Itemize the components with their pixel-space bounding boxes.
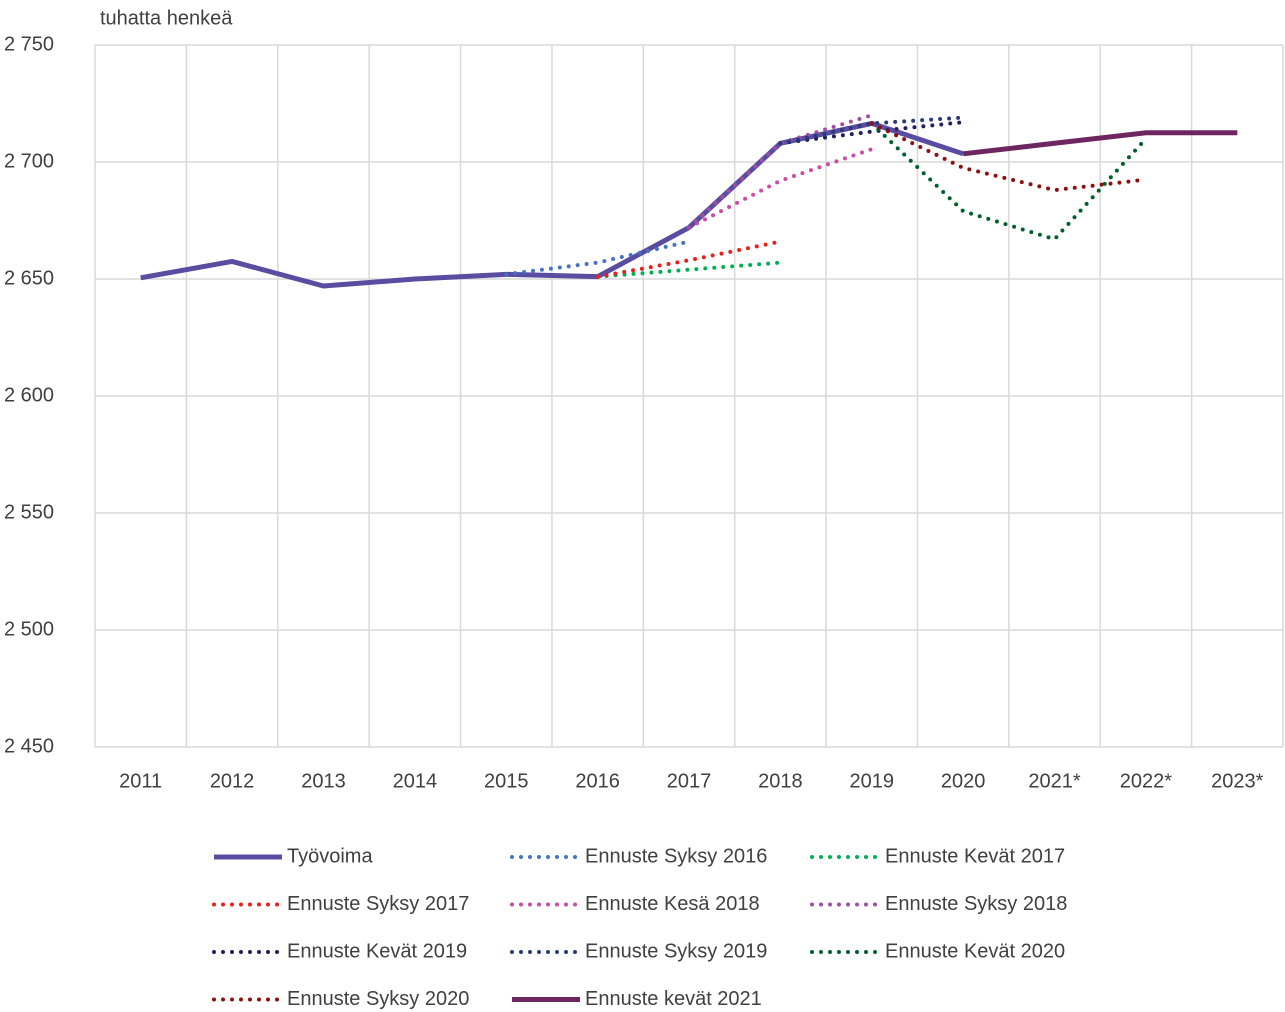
y-tick-label: 2 550: [4, 501, 54, 523]
y-axis-label: tuhatta henkeä: [100, 7, 233, 29]
y-tick-label: 2 500: [4, 618, 54, 640]
y-tick-label: 2 650: [4, 267, 54, 289]
x-tick-label: 2021*: [1028, 770, 1080, 792]
legend-label: Ennuste Syksy 2017: [287, 893, 469, 915]
series-line: [778, 120, 966, 146]
legend-label: Ennuste kevät 2021: [585, 988, 762, 1010]
x-tick-label: 2011: [119, 770, 162, 792]
legend-label: Ennuste Syksy 2016: [585, 845, 767, 867]
legend-label: Ennuste Kevät 2020: [885, 940, 1065, 962]
series-line: [687, 113, 874, 230]
x-tick-label: 2014: [393, 770, 438, 792]
legend-label: Ennuste Kesä 2018: [585, 893, 760, 915]
legend-label: Ennuste Syksy 2019: [585, 940, 767, 962]
x-tick-label: 2015: [484, 770, 529, 792]
x-tick-label: 2018: [758, 770, 803, 792]
y-tick-label: 2 450: [4, 735, 54, 757]
series-line: [869, 121, 1148, 242]
x-tick-label: 2017: [667, 770, 712, 792]
legend-label: Työvoima: [287, 845, 373, 867]
x-tick-label: 2020: [941, 770, 986, 792]
x-tick-label: 2019: [850, 770, 895, 792]
y-tick-label: 2 700: [4, 150, 54, 172]
x-tick-label: 2022*: [1120, 770, 1172, 792]
series-line: [869, 121, 1148, 193]
legend-label: Ennuste Kevät 2019: [287, 940, 467, 962]
series-line: [687, 147, 874, 230]
series-line: [595, 260, 783, 279]
x-tick-label: 2012: [210, 770, 255, 792]
series-line: [504, 239, 691, 277]
y-tick-label: 2 750: [4, 33, 54, 55]
y-tick-label: 2 600: [4, 384, 54, 406]
legend-label: Ennuste Syksy 2018: [885, 893, 1067, 915]
x-tick-label: 2016: [575, 770, 620, 792]
x-tick-label: 2023*: [1211, 770, 1263, 792]
series-line: [778, 115, 966, 146]
x-tick-label: 2013: [301, 770, 346, 792]
series-line: [962, 130, 1238, 157]
legend-label: Ennuste Kevät 2017: [885, 845, 1065, 867]
legend-label: Ennuste Syksy 2020: [287, 988, 469, 1010]
